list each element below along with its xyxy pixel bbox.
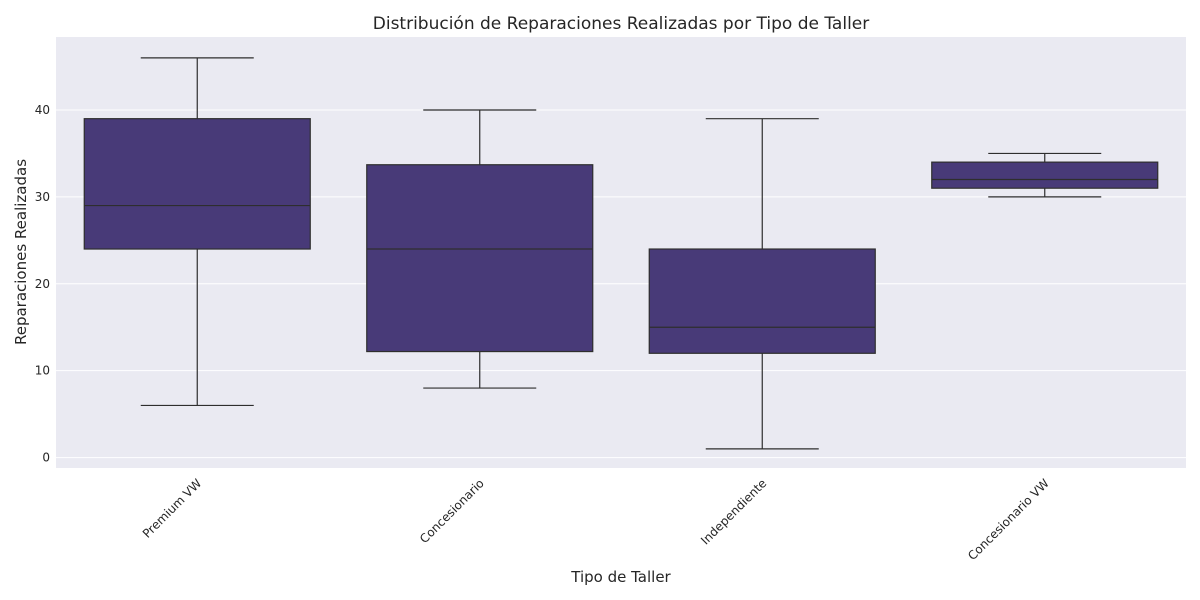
chart-title: Distribución de Reparaciones Realizadas … <box>373 14 870 34</box>
box-independiente <box>648 248 876 354</box>
y-ticks: 0 10 20 30 40 <box>35 103 50 465</box>
x-ticks: Premium VW Concesionario Independiente Conc… <box>140 476 1052 563</box>
y-tick-label-30: 30 <box>35 190 50 204</box>
x-axis-label: Tipo de Taller <box>570 568 671 586</box>
x-tick-label-concesionario-vw: Concesionario VW <box>965 476 1052 563</box>
y-tick-label-40: 40 <box>35 103 50 117</box>
box-concesionario-vw <box>931 161 1159 189</box>
boxes-layer <box>83 57 1159 450</box>
box-premium-vw <box>83 118 311 250</box>
y-tick-label-20: 20 <box>35 277 50 291</box>
box-concesionario <box>366 164 594 353</box>
y-axis-label: Reparaciones Realizadas <box>12 159 30 345</box>
x-tick-label-independiente: Independiente <box>698 476 769 547</box>
x-tick-label-premium-vw: Premium VW <box>140 476 205 541</box>
x-tick-label-concesionario: Concesionario <box>417 476 487 546</box>
y-tick-label-10: 10 <box>35 364 50 378</box>
y-tick-label-0: 0 <box>42 451 50 465</box>
plot-background <box>56 37 1186 468</box>
